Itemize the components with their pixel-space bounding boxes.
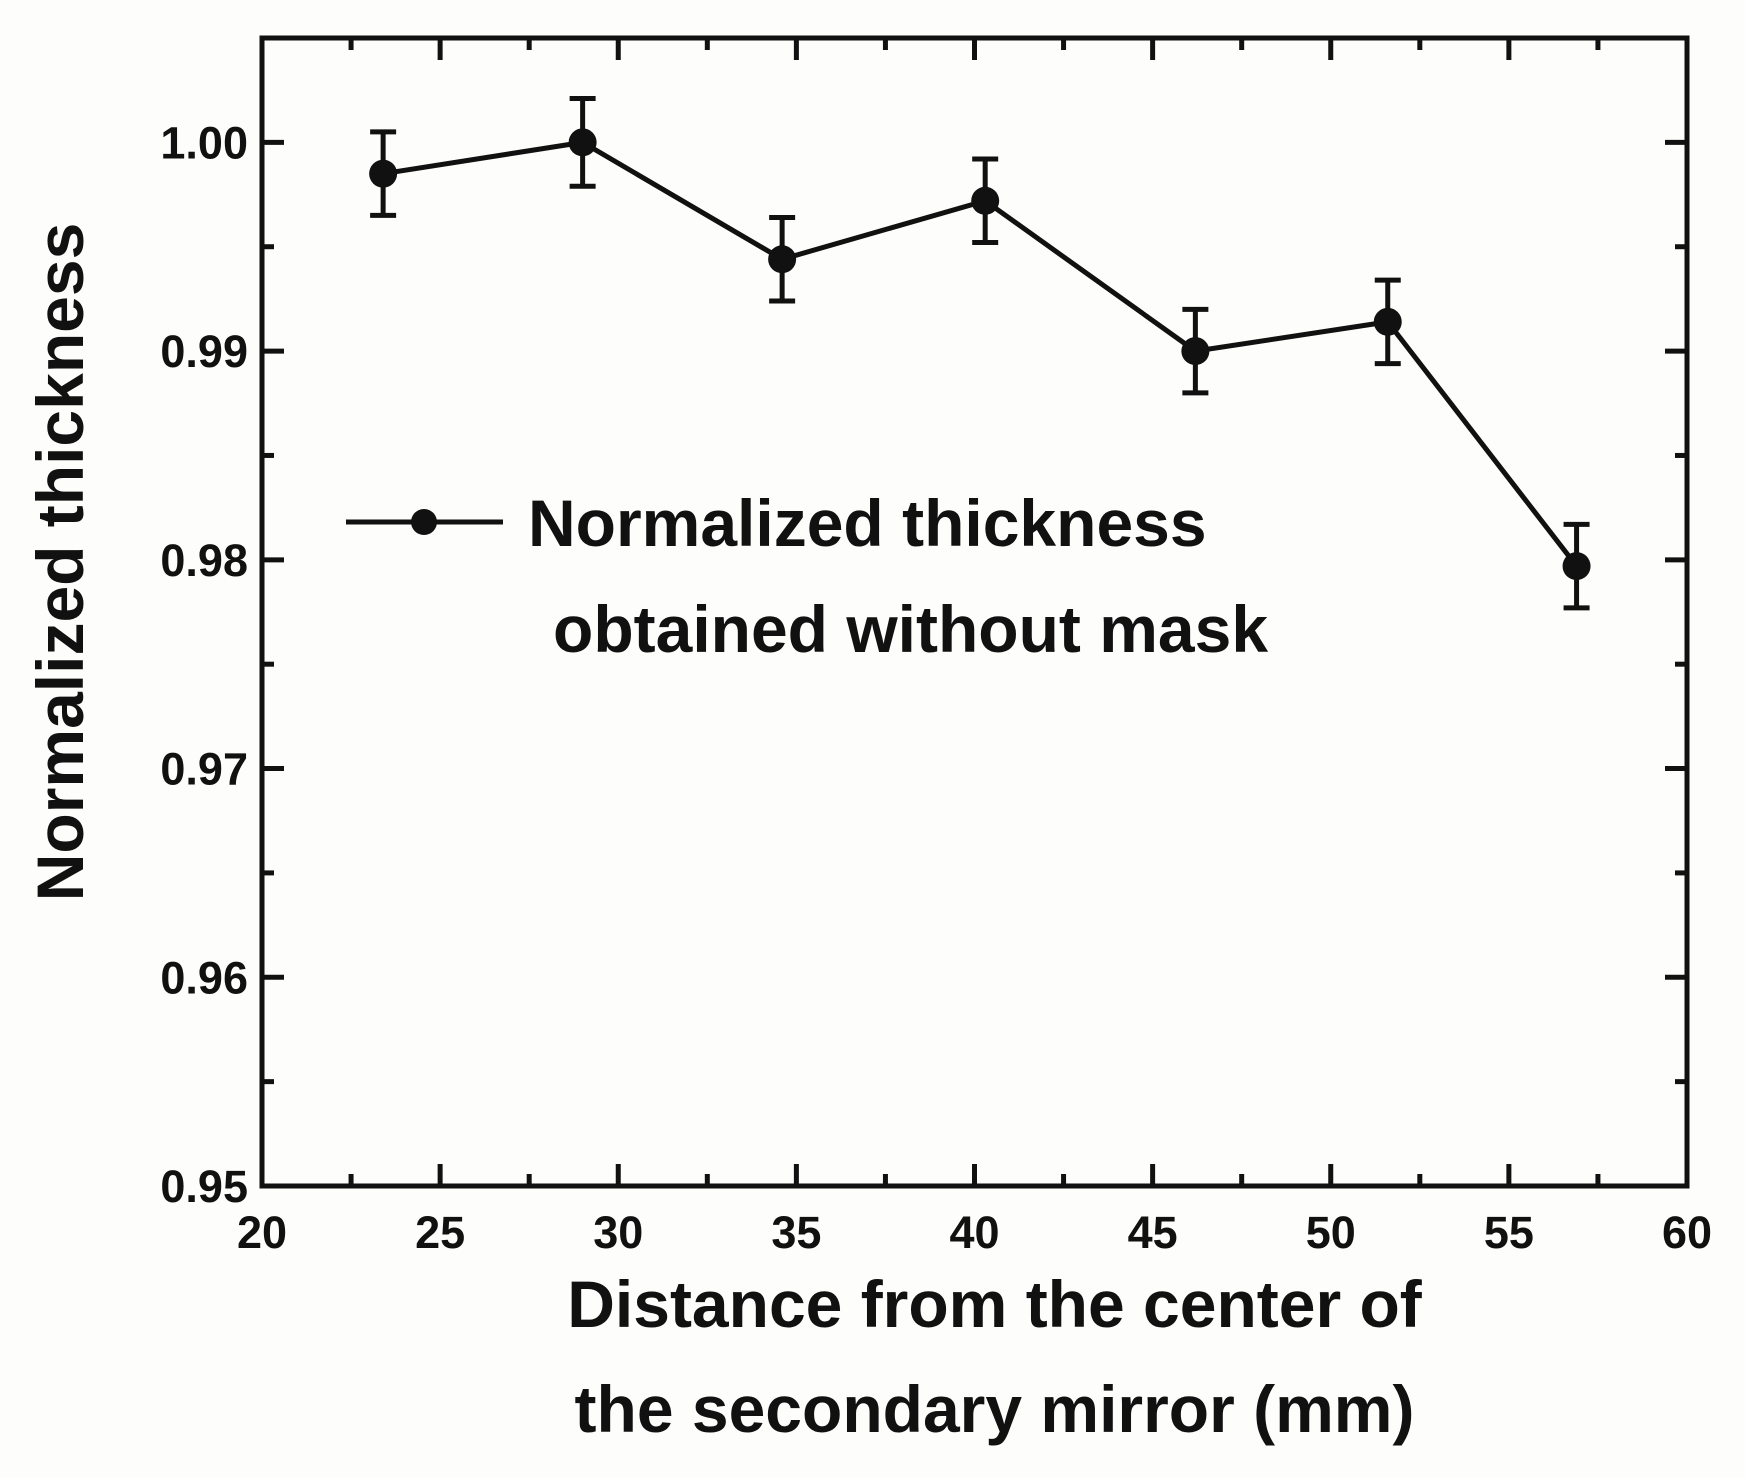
- data-point: [1562, 552, 1591, 581]
- x-axis-title-line-2: the secondary mirror (mm): [575, 1372, 1415, 1446]
- x-tick-labels: 20 25 30 35 40 45 50 55 60: [237, 1207, 1712, 1258]
- x-tick-label: 40: [949, 1207, 999, 1258]
- y-axis-title-text: Normalized thickness: [23, 223, 97, 902]
- legend-marker: [411, 509, 437, 535]
- x-tick-label: 60: [1662, 1207, 1712, 1258]
- x-tick-label: 30: [593, 1207, 643, 1258]
- y-tick-label: 0.95: [160, 1161, 248, 1212]
- x-tick-label: 20: [237, 1207, 287, 1258]
- y-axis-title: Normalized thickness: [23, 223, 97, 902]
- y-tick-label: 1.00: [160, 117, 248, 168]
- data-point: [1373, 307, 1402, 336]
- y-tick-label: 0.97: [160, 744, 248, 795]
- legend: Normalized thickness obtained without ma…: [346, 486, 1268, 666]
- data-point: [1181, 337, 1210, 366]
- x-tick-label: 50: [1306, 1207, 1356, 1258]
- x-tick-label: 25: [415, 1207, 465, 1258]
- data-point: [568, 128, 597, 157]
- x-tick-label: 45: [1128, 1207, 1178, 1258]
- y-tick-label: 0.96: [160, 952, 248, 1003]
- legend-label-line-1: Normalized thickness: [528, 486, 1207, 560]
- data-point: [971, 186, 1000, 215]
- data-point: [768, 245, 797, 274]
- data-point: [369, 159, 398, 188]
- x-tick-label: 35: [771, 1207, 821, 1258]
- x-axis-title-line-1: Distance from the center of: [567, 1267, 1423, 1341]
- x-tick-label: 55: [1484, 1207, 1534, 1258]
- plot-frame: [259, 35, 1690, 1189]
- y-tick-label: 0.99: [160, 326, 248, 377]
- y-tick-label: 0.98: [160, 535, 248, 586]
- y-tick-labels: 0.95 0.96 0.97 0.98 0.99 1.00: [160, 117, 248, 1212]
- legend-label-line-2: obtained without mask: [553, 592, 1268, 666]
- series-layer: [369, 96, 1591, 611]
